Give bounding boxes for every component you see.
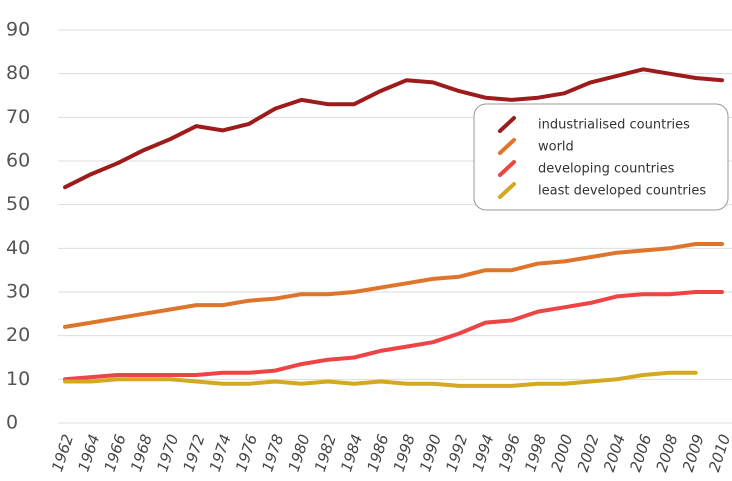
y-tick-label: 80	[6, 62, 30, 84]
x-tick-label: 1980	[285, 432, 314, 474]
y-tick-label: 60	[6, 150, 30, 172]
legend-label: world	[538, 140, 574, 155]
x-tick-label: 1970	[153, 432, 182, 474]
x-tick-label: 1998	[521, 432, 550, 474]
x-tick-label: 2009	[679, 432, 708, 474]
x-tick-label: 2006	[626, 432, 655, 474]
x-tick-label: 1964	[74, 432, 103, 474]
y-tick-label: 0	[6, 412, 18, 434]
legend-label: industrialised countries	[538, 118, 690, 133]
legend-swatch	[498, 116, 516, 133]
x-tick-label: 1990	[416, 432, 445, 474]
x-tick-label: 2008	[653, 432, 682, 474]
x-tick-label: 1996	[495, 432, 524, 474]
y-tick-label: 70	[6, 106, 30, 128]
series-line	[63, 370, 698, 388]
legend-swatch	[498, 138, 516, 155]
series-line	[63, 242, 724, 329]
x-tick-label: 1978	[258, 432, 287, 474]
x-tick-label: 1992	[442, 432, 471, 474]
x-tick-label: 1968	[127, 432, 156, 474]
x-tick-label: 1982	[311, 432, 340, 474]
legend-label: developing countries	[538, 162, 675, 177]
x-tick-label: 1974	[206, 432, 235, 474]
x-tick-label: 1962	[48, 432, 77, 474]
x-tick-label: 1984	[337, 432, 366, 474]
legend-box	[473, 103, 729, 211]
series-line	[63, 67, 724, 190]
x-tick-label: 1972	[180, 432, 209, 474]
y-tick-label: 40	[6, 237, 30, 259]
legend-label: least developed countries	[538, 184, 706, 199]
y-tick-label: 30	[6, 281, 30, 303]
x-tick-label: 2000	[547, 432, 576, 474]
grid	[58, 29, 732, 424]
x-tick-label: 1998	[390, 432, 419, 474]
y-tick-label: 50	[6, 193, 30, 215]
legend-swatch	[498, 160, 516, 177]
y-tick-label: 20	[6, 324, 30, 346]
x-tick-label: 1986	[364, 432, 393, 474]
y-tick-label: 90	[6, 19, 30, 41]
series-line	[63, 290, 724, 382]
y-tick-label: 10	[6, 368, 30, 390]
x-tick-label: 2010	[705, 432, 732, 474]
x-tick-label: 1994	[469, 432, 498, 474]
x-tick-label: 1976	[232, 432, 261, 474]
x-tick-label: 1966	[101, 432, 130, 474]
legend-swatch	[498, 182, 516, 199]
lines	[63, 67, 724, 388]
x-tick-label: 2004	[600, 432, 629, 474]
x-tick-label: 2002	[574, 432, 603, 474]
